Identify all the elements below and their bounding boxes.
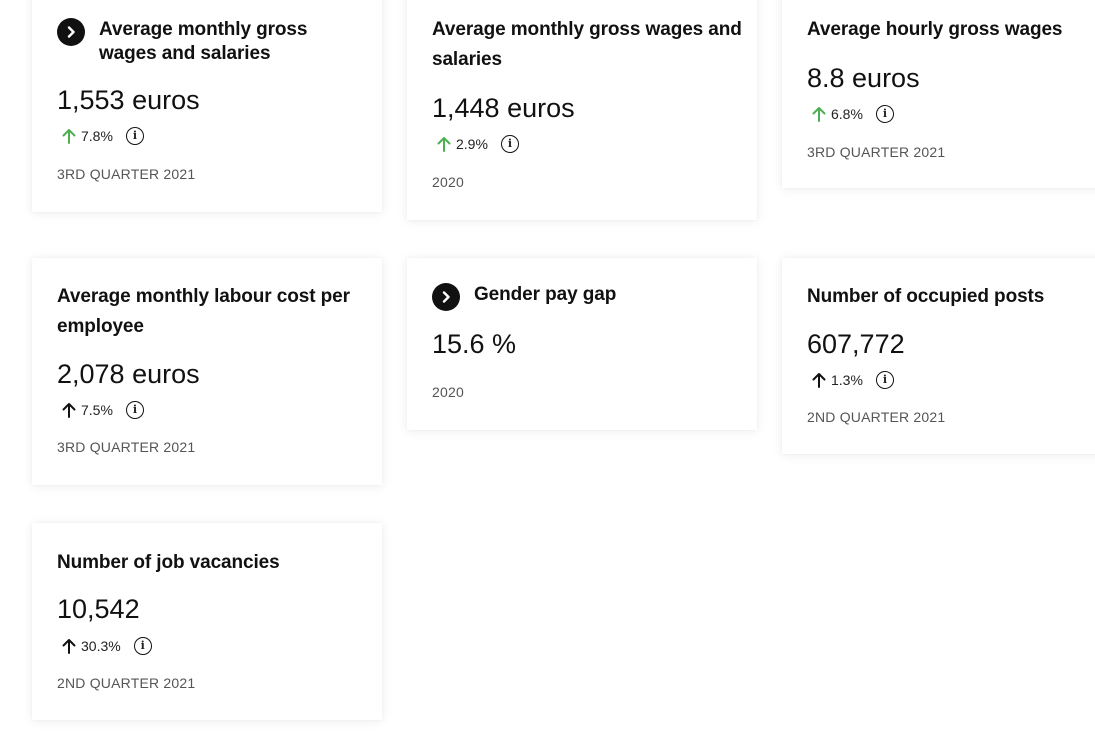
arrow-up-icon: [62, 403, 76, 418]
card-value: 15.6 %: [432, 329, 517, 359]
info-icon[interactable]: i: [125, 127, 144, 145]
change-indicator: 1.3% i: [812, 370, 894, 390]
card-value: 2,078 euros: [57, 359, 200, 389]
arrow-up-icon: [62, 639, 76, 654]
info-icon[interactable]: i: [875, 371, 894, 389]
period-label: 2020: [432, 174, 464, 190]
card-title: Average hourly gross wages: [807, 19, 1063, 40]
chevron-right-icon[interactable]: [432, 283, 460, 311]
card-title: Average monthly gross wages and salaries: [99, 19, 308, 64]
card-title: Average monthly labour cost per employee: [57, 286, 350, 337]
card-value: 607,772: [807, 329, 905, 359]
info-icon[interactable]: i: [133, 637, 152, 655]
period-label: 2ND QUARTER 2021: [57, 675, 196, 691]
arrow-up-icon: [812, 373, 826, 388]
card-title: Average monthly gross wages and salaries: [432, 19, 742, 70]
stat-card-labour-cost: Average monthly labour cost per employee…: [32, 258, 382, 485]
change-value: 30.3%: [81, 638, 121, 654]
period-label: 2020: [432, 384, 464, 400]
arrow-up-icon: [62, 129, 76, 144]
card-value: 1,448 euros: [432, 93, 575, 123]
change-value: 1.3%: [831, 372, 863, 388]
card-title: Number of job vacancies: [57, 552, 280, 573]
stat-card-job-vacancies: Number of job vacancies 10,542 30.3% i 2…: [32, 523, 382, 720]
info-icon[interactable]: i: [875, 105, 894, 123]
card-value: 8.8 euros: [807, 63, 920, 93]
change-value: 7.5%: [81, 402, 113, 418]
change-value: 6.8%: [831, 106, 863, 122]
stat-card-gender-pay-gap: Gender pay gap 15.6 % 2020: [407, 258, 757, 430]
period-label: 3RD QUARTER 2021: [57, 439, 196, 455]
change-indicator: 2.9% i: [437, 134, 519, 154]
stat-card-monthly-gross-wages-2020: Average monthly gross wages and salaries…: [407, 0, 757, 220]
change-indicator: 7.5% i: [62, 400, 144, 420]
change-value: 2.9%: [456, 136, 488, 152]
change-indicator: 6.8% i: [812, 104, 894, 124]
card-value: 1,553 euros: [57, 85, 200, 115]
stat-card-monthly-gross-wages-q3: Average monthly gross wages and salaries…: [32, 0, 382, 212]
chevron-right-icon[interactable]: [57, 18, 85, 46]
card-value: 10,542: [57, 594, 140, 624]
period-label: 2ND QUARTER 2021: [807, 409, 946, 425]
card-title: Gender pay gap: [474, 284, 617, 305]
arrow-up-icon: [437, 137, 451, 152]
change-indicator: 7.8% i: [62, 126, 144, 146]
period-label: 3RD QUARTER 2021: [57, 166, 196, 182]
change-value: 7.8%: [81, 128, 113, 144]
card-title: Number of occupied posts: [807, 286, 1045, 307]
stat-card-hourly-gross-wages: Average hourly gross wages 8.8 euros 6.8…: [782, 0, 1095, 188]
info-icon[interactable]: i: [500, 135, 519, 153]
stat-card-occupied-posts: Number of occupied posts 607,772 1.3% i …: [782, 258, 1095, 454]
arrow-up-icon: [812, 107, 826, 122]
period-label: 3RD QUARTER 2021: [807, 144, 946, 160]
info-icon[interactable]: i: [125, 401, 144, 419]
change-indicator: 30.3% i: [62, 636, 152, 656]
